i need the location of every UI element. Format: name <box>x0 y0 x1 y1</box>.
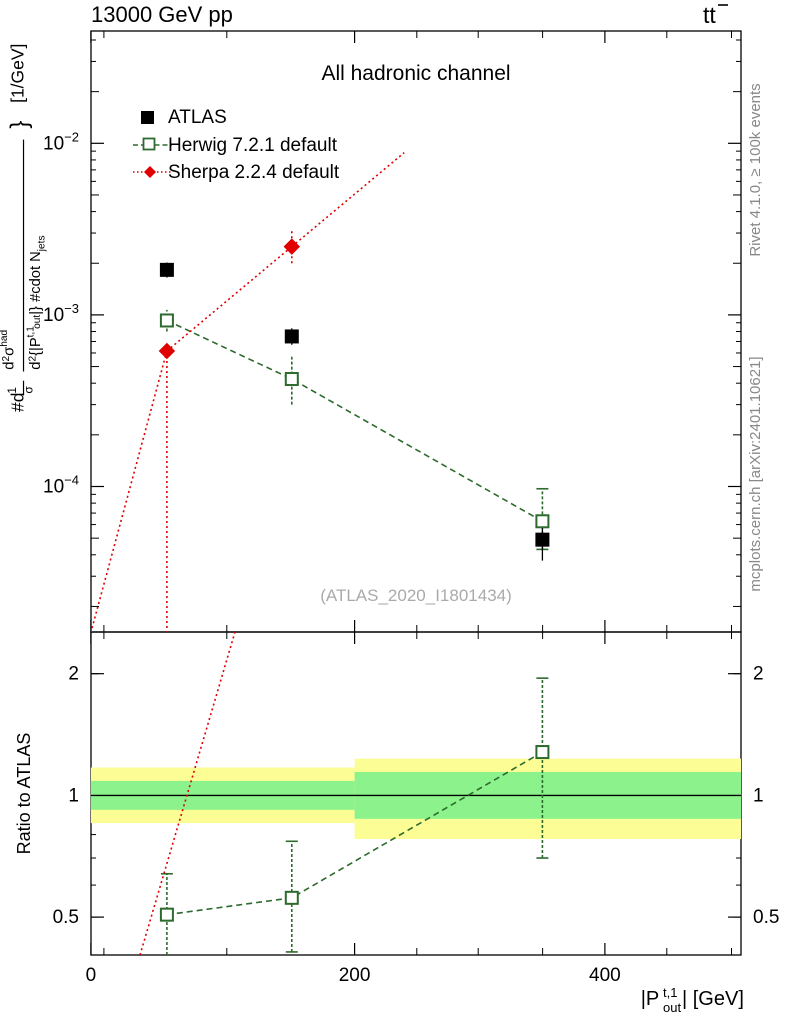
svg-text:[1/GeV]: [1/GeV] <box>8 44 28 103</box>
svg-text:0: 0 <box>86 965 97 986</box>
svg-text:0.5: 0.5 <box>53 907 79 928</box>
svg-text:mcplots.cern.ch [arXiv:2401.10: mcplots.cern.ch [arXiv:2401.10621] <box>747 356 764 591</box>
svg-text:d2σhad: d2σhad <box>0 330 17 370</box>
svg-text:13000 GeV pp: 13000 GeV pp <box>91 2 233 27</box>
svg-text:All hadronic channel: All hadronic channel <box>321 62 510 85</box>
svg-text:Rivet 4.1.0, ≥ 100k events: Rivet 4.1.0, ≥ 100k events <box>747 83 764 256</box>
svg-text:10−4: 10−4 <box>43 473 79 498</box>
svg-text:Sherpa 2.2.4 default: Sherpa 2.2.4 default <box>168 162 340 183</box>
svg-text:ATLAS: ATLAS <box>168 107 227 128</box>
svg-text:400: 400 <box>589 965 621 986</box>
svg-text:0.5: 0.5 <box>753 907 779 928</box>
svg-text:out: out <box>663 1000 681 1015</box>
svg-text:1: 1 <box>753 785 764 806</box>
svg-text:t,1: t,1 <box>663 985 677 1000</box>
svg-text:}: } <box>6 121 33 129</box>
svg-text:| [GeV]: | [GeV] <box>682 988 744 1010</box>
svg-text:10−2: 10−2 <box>43 129 79 154</box>
svg-text:d2{|Pt,1out|} #cdot Njets: d2{|Pt,1out|} #cdot Njets <box>26 235 48 369</box>
svg-text:200: 200 <box>339 965 371 986</box>
svg-text:1: 1 <box>5 387 19 394</box>
svg-text:tt: tt <box>703 2 716 28</box>
svg-text:2: 2 <box>753 664 764 685</box>
svg-text:(ATLAS_2020_I1801434): (ATLAS_2020_I1801434) <box>320 586 512 605</box>
svg-text:Ratio to ATLAS: Ratio to ATLAS <box>14 733 34 855</box>
svg-text:10−3: 10−3 <box>43 301 79 326</box>
svg-text:#d: #d <box>8 393 28 412</box>
svg-text:2: 2 <box>68 664 79 685</box>
svg-text:1: 1 <box>68 785 79 806</box>
svg-text:|P: |P <box>641 988 660 1010</box>
svg-text:Herwig 7.2.1 default: Herwig 7.2.1 default <box>168 135 338 156</box>
